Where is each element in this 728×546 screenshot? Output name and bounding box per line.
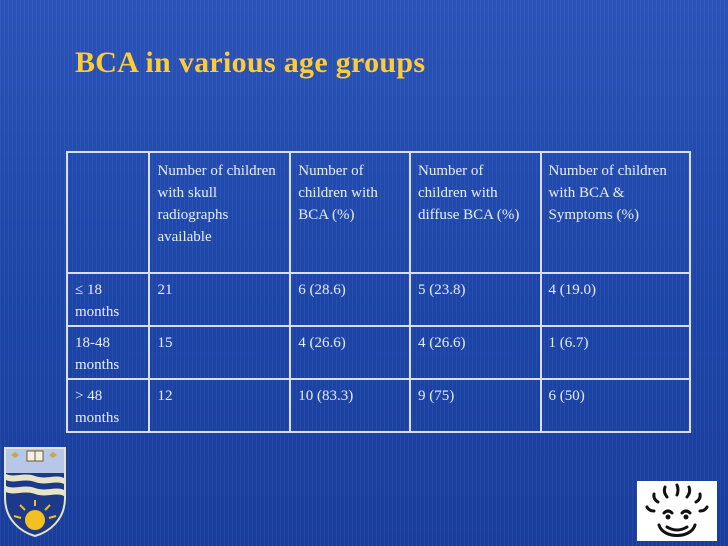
header-cell bbox=[65, 151, 151, 274]
table-cell: 4 (26.6) bbox=[409, 325, 542, 380]
slide-title: BCA in various age groups bbox=[75, 46, 426, 79]
header-cell: Number of children with diffuse BCA (%) bbox=[409, 151, 542, 274]
table-cell: 4 (26.6) bbox=[289, 325, 412, 380]
age-group-table: Number of children with skull radiograph… bbox=[65, 151, 692, 433]
table-header-row: Number of children with skull radiograph… bbox=[65, 151, 692, 274]
sun-face-logo bbox=[637, 481, 717, 541]
table-cell: 1 (6.7) bbox=[539, 325, 692, 380]
header-cell: Number of children with BCA & Symptoms (… bbox=[539, 151, 692, 274]
university-crest-icon bbox=[4, 447, 66, 538]
table-row: > 48 months 12 10 (83.3) 9 (75) 6 (50) bbox=[65, 378, 692, 433]
header-cell: Number of children with BCA (%) bbox=[289, 151, 412, 274]
age-group-cell: > 48 months bbox=[65, 378, 151, 433]
table-cell: 21 bbox=[148, 272, 292, 327]
table-cell: 5 (23.8) bbox=[409, 272, 542, 327]
table-cell: 6 (28.6) bbox=[289, 272, 412, 327]
table-row: 18-48 months 15 4 (26.6) 4 (26.6) 1 (6.7… bbox=[65, 325, 692, 380]
age-group-cell: ≤ 18 months bbox=[65, 272, 151, 327]
header-cell: Number of children with skull radiograph… bbox=[148, 151, 292, 274]
age-group-cell: 18-48 months bbox=[65, 325, 151, 380]
table-cell: 6 (50) bbox=[539, 378, 692, 433]
sun-face-logo-icon bbox=[645, 483, 709, 537]
table-cell: 12 bbox=[148, 378, 292, 433]
table-cell: 15 bbox=[148, 325, 292, 380]
table-row: ≤ 18 months 21 6 (28.6) 5 (23.8) 4 (19.0… bbox=[65, 272, 692, 327]
table-cell: 4 (19.0) bbox=[539, 272, 692, 327]
table-cell: 9 (75) bbox=[409, 378, 542, 433]
table-cell: 10 (83.3) bbox=[289, 378, 412, 433]
